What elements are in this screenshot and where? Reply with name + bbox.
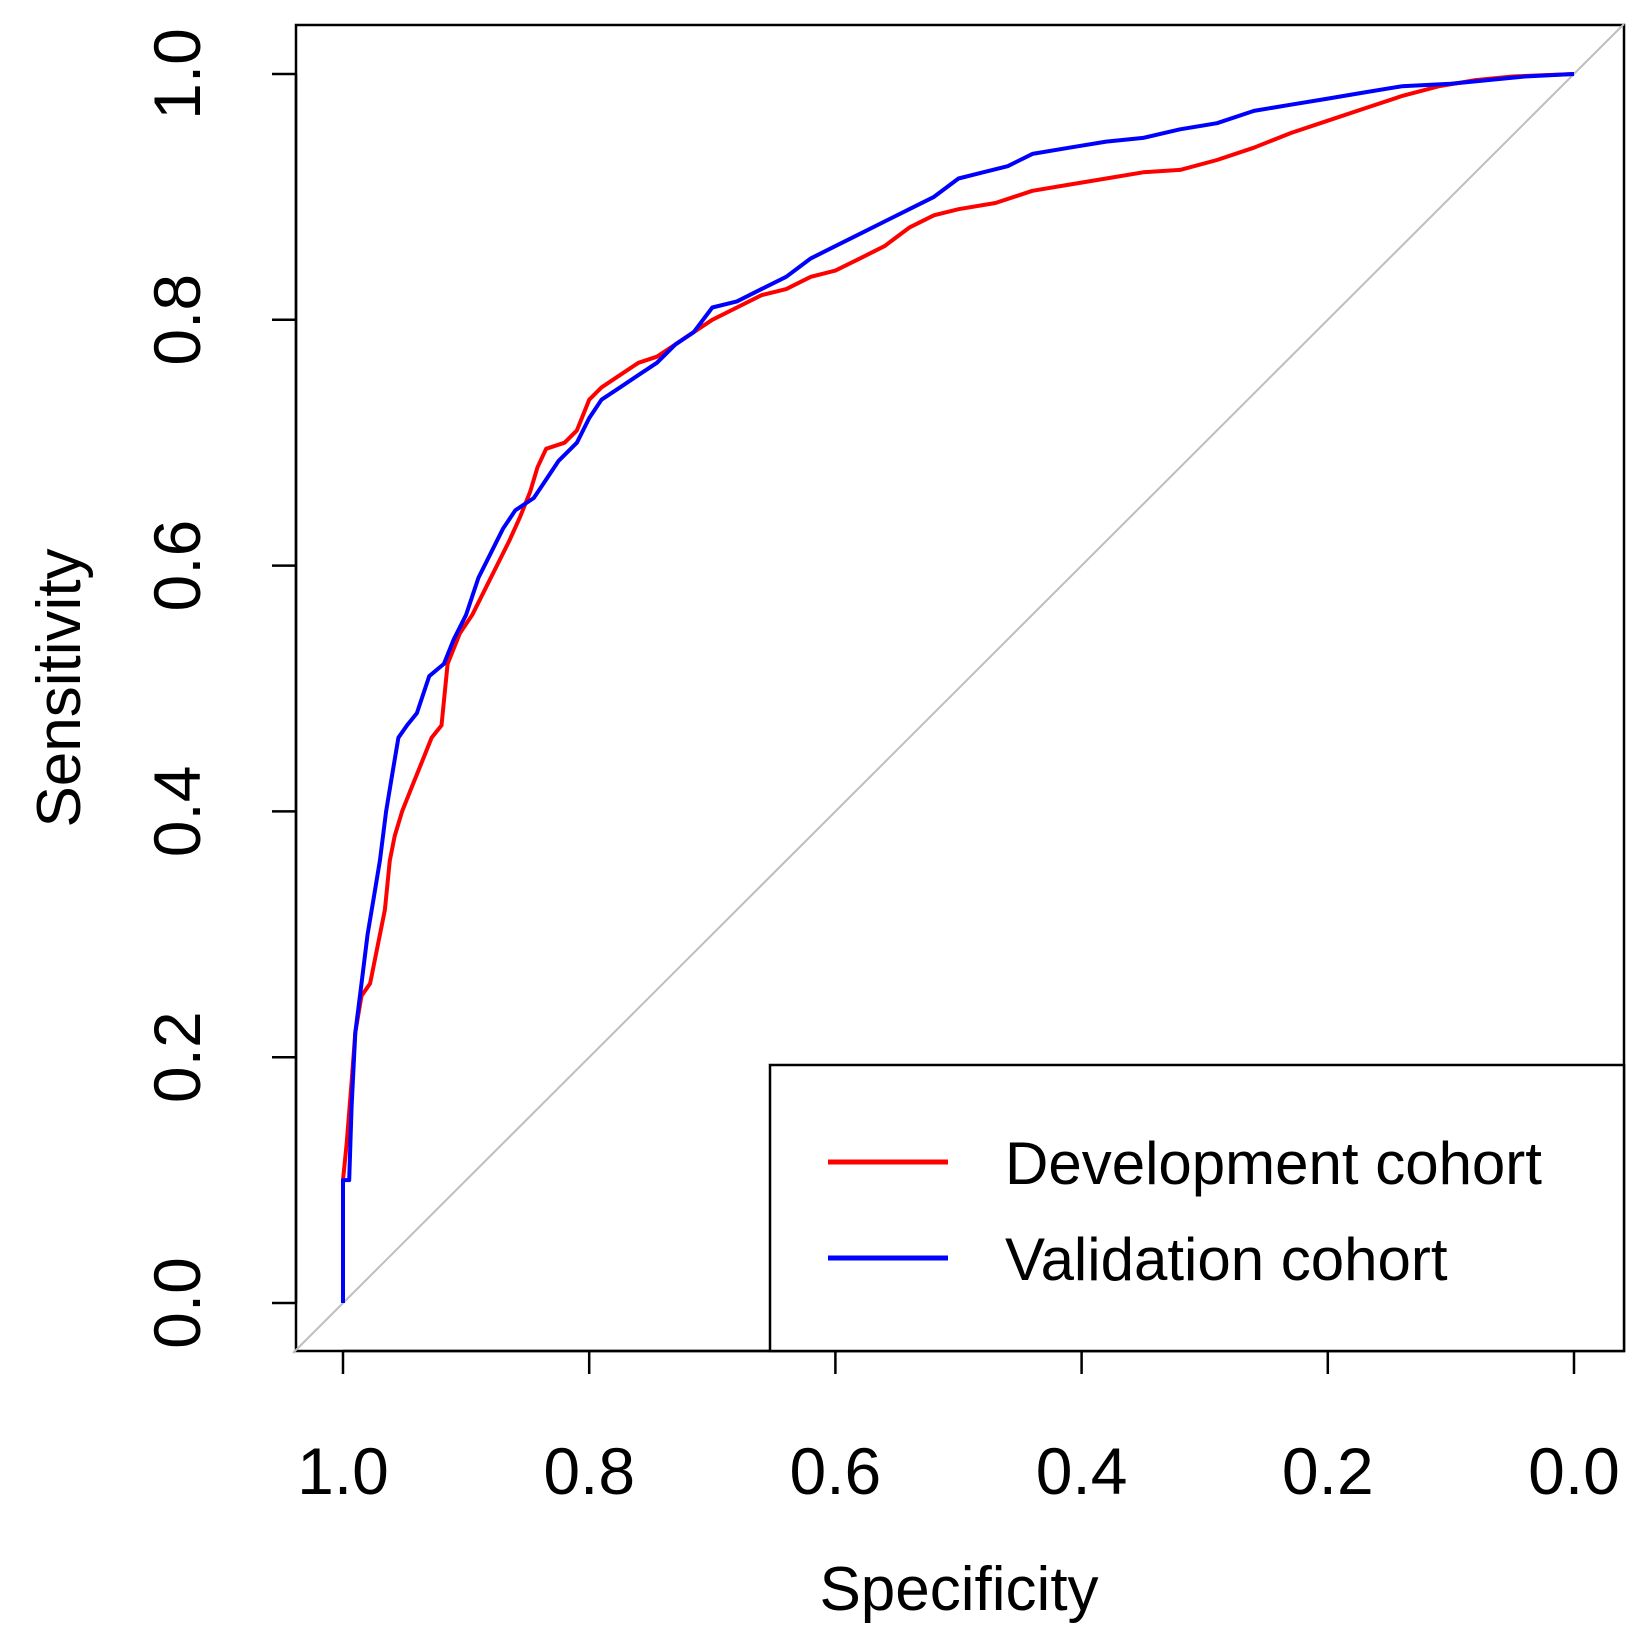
x-axis-title: Specificity (819, 1555, 1098, 1624)
x-tick-label: 0.6 (790, 1434, 882, 1508)
x-tick-label: 0.0 (1528, 1434, 1620, 1508)
legend-label-development: Development cohort (1005, 1130, 1542, 1197)
legend-label-validation: Validation cohort (1005, 1226, 1448, 1293)
y-tick-label: 0.4 (140, 766, 214, 858)
reference-diagonal (292, 23, 1625, 1354)
legend: Development cohort Validation cohort (768, 1063, 1626, 1353)
series-layer (341, 72, 1575, 1303)
y-tick-label: 1.0 (140, 28, 214, 120)
x-tick-label: 1.0 (297, 1434, 389, 1508)
x-tick-label: 0.2 (1282, 1434, 1374, 1508)
series-line-development (341, 72, 1575, 1303)
legend-box (768, 1063, 1626, 1353)
series-line-validation (341, 72, 1575, 1303)
x-tick-label: 0.8 (543, 1434, 635, 1508)
y-tick-label: 0.2 (140, 1011, 214, 1103)
x-tick-label: 0.4 (1036, 1434, 1128, 1508)
y-tick-label: 0.0 (140, 1257, 214, 1349)
x-axis: 1.0 0.8 0.6 0.4 0.2 0.0 (297, 1349, 1620, 1508)
y-axis-title: Sensitivity (25, 548, 94, 827)
y-axis: 0.0 0.2 0.4 0.6 0.8 1.0 (140, 28, 298, 1349)
y-tick-label: 0.6 (140, 520, 214, 612)
y-tick-label: 0.8 (140, 274, 214, 366)
